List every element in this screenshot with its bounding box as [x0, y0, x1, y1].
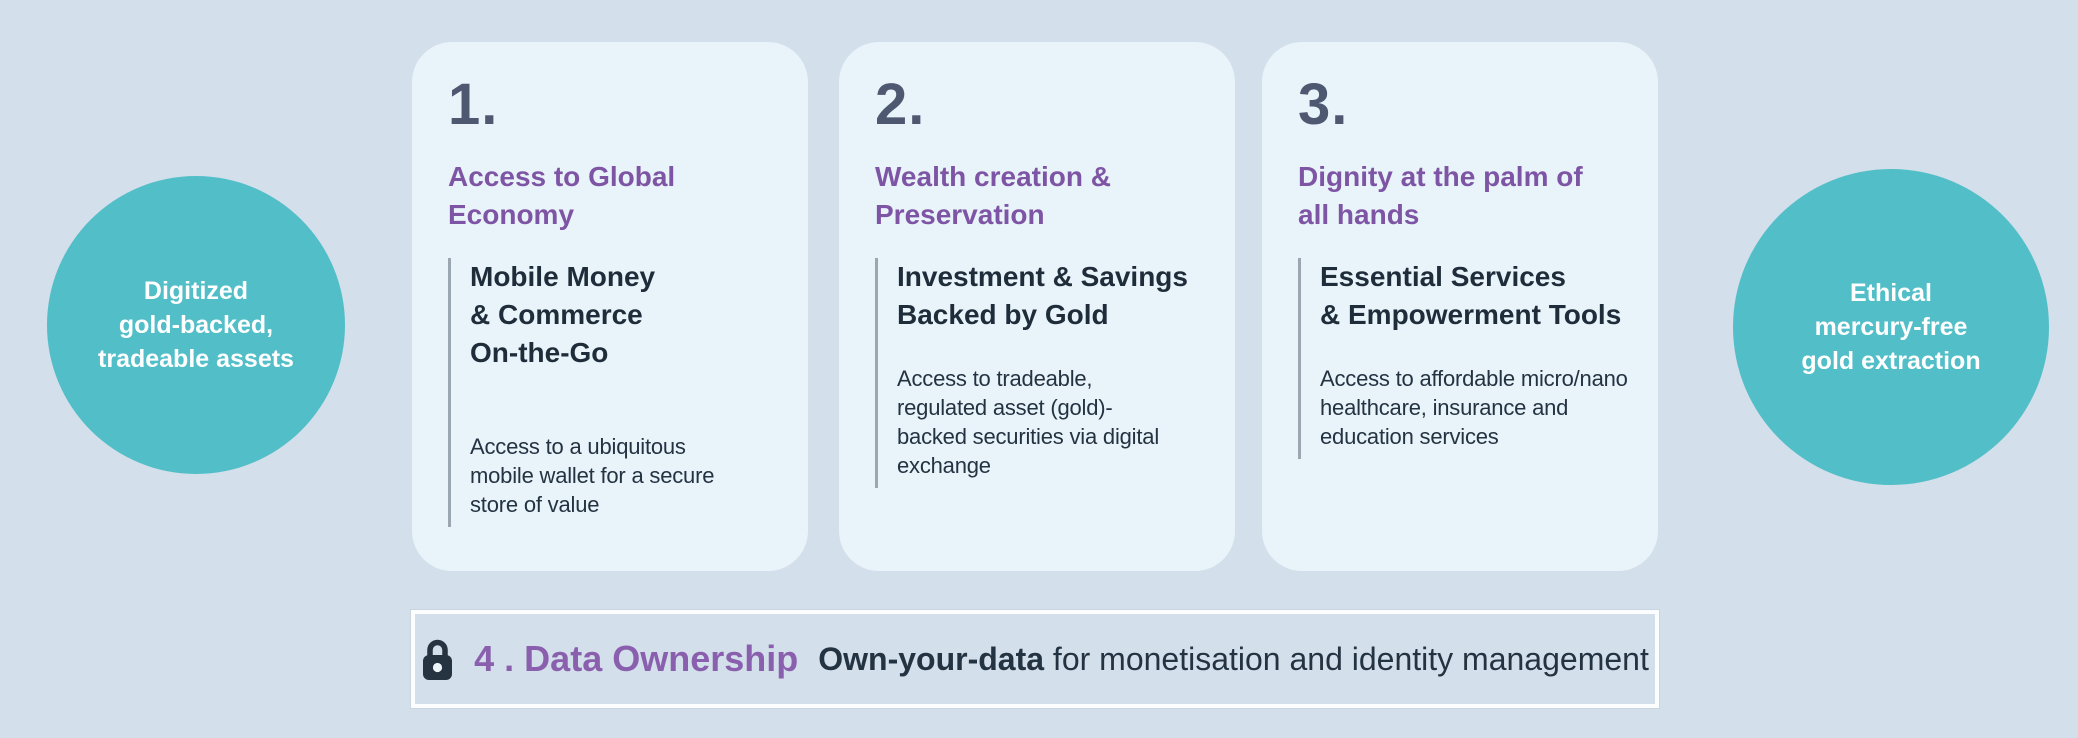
- card-detail-block: Mobile Money & Commerce On-the-Go Access…: [448, 258, 778, 527]
- card-title: Wealth creation & Preservation: [875, 161, 1111, 230]
- left-circle: Digitized gold-backed, tradeable assets: [47, 176, 345, 474]
- card-title: Access to Global Economy: [448, 161, 676, 230]
- right-circle-label: Ethical mercury-free gold extraction: [1801, 279, 1981, 375]
- card-subtitle: Essential Services & Empowerment Tools: [1320, 261, 1622, 330]
- card-number: 1.: [448, 72, 499, 137]
- card-body-text: Access to a ubiquitous mobile wallet for…: [470, 434, 715, 517]
- card-body-text: Access to tradeable, regulated asset (go…: [897, 366, 1160, 478]
- footer-rest-text: for monetisation and identity management: [1044, 640, 1649, 677]
- card-number: 3.: [1298, 72, 1349, 137]
- card-detail-block: Essential Services & Empowerment Tools A…: [1298, 258, 1628, 459]
- card-subtitle: Mobile Money & Commerce On-the-Go: [470, 261, 656, 368]
- right-circle: Ethical mercury-free gold extraction: [1733, 169, 2049, 485]
- card-wealth-creation: 2. Wealth creation & Preservation Invest…: [839, 42, 1235, 571]
- footer-own-your-data: Own-your-data: [818, 640, 1045, 677]
- card-dignity: 3. Dignity at the palm of all hands Esse…: [1262, 42, 1658, 571]
- lock-icon: [421, 637, 454, 681]
- card-title: Dignity at the palm of all hands: [1298, 161, 1583, 230]
- data-ownership-banner: 4 . Data Ownership Own-your-data for mon…: [410, 609, 1660, 709]
- footer-data-ownership-label: 4 . Data Ownership: [474, 638, 799, 679]
- card-detail-block: Investment & Savings Backed by Gold Acce…: [875, 258, 1205, 488]
- left-circle-label: Digitized gold-backed, tradeable assets: [98, 277, 294, 373]
- footer-description: Own-your-data for monetisation and ident…: [818, 641, 1649, 678]
- card-body-text: Access to affordable micro/nano healthca…: [1320, 366, 1628, 449]
- card-subtitle: Investment & Savings Backed by Gold: [897, 261, 1188, 330]
- card-access-global-economy: 1. Access to Global Economy Mobile Money…: [412, 42, 808, 571]
- card-number: 2.: [875, 72, 926, 137]
